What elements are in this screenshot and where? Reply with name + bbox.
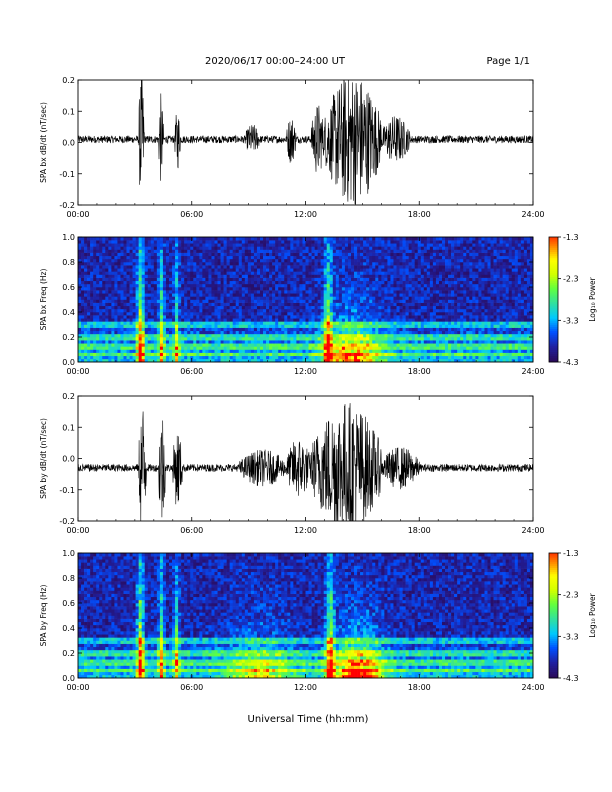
y-tick-label: 0.0 (62, 358, 75, 367)
x-axis-title: Universal Time (hh:mm) (248, 714, 369, 725)
colorbar-tick-label: -1.3 (563, 549, 579, 558)
x-tick-label: 06:00 (180, 526, 203, 535)
y-tick-label: 0.6 (62, 283, 75, 292)
y-axis-label: SPA by dB/dt (nT/sec) (39, 418, 48, 499)
y-tick-label: 0.0 (62, 139, 75, 148)
x-tick-label: 12:00 (294, 367, 317, 376)
y-tick-label: 0.2 (62, 392, 75, 401)
y-tick-label: 0.8 (62, 258, 75, 267)
colorbar: -1.3 -2.3 -3.3 -4.3 Log₁₀ Power (548, 233, 597, 367)
colorbar-label: Log₁₀ Power (588, 276, 597, 321)
x-tick-label: 24:00 (521, 210, 544, 219)
spectrogram-cells (78, 553, 534, 679)
colorbar-tick-label: -4.3 (563, 358, 579, 367)
y-tick-label: -0.2 (59, 201, 75, 210)
dbdt-trace (78, 403, 533, 521)
colorbar-tick-label: -1.3 (563, 233, 579, 242)
colorbar-frame (548, 552, 559, 679)
y-tick-label: 0.0 (62, 455, 75, 464)
colorbar-tick-label: -2.3 (563, 275, 579, 284)
colorbar-tick-label: -4.3 (563, 674, 579, 683)
y-tick-label: 0.2 (62, 333, 75, 342)
panel-4: -1.3 -2.3 -3.3 -4.3 Log₁₀ Power 00:00 06:00 12:… (39, 549, 597, 692)
panels: 00:00 06:00 12:00 18:00 24:00 -0.2 -0.1 0.0 0.1 0… (39, 76, 597, 692)
x-tick-label: 18:00 (408, 210, 431, 219)
panel-2: -1.3 -2.3 -3.3 -4.3 Log₁₀ Power 00:00 06:00 12:… (39, 233, 597, 376)
x-tick-label: 24:00 (521, 683, 544, 692)
x-tick-label: 12:00 (294, 526, 317, 535)
colorbar-label: Log₁₀ Power (588, 592, 597, 637)
y-tick-label: 0.0 (62, 674, 75, 683)
y-tick-label: 0.4 (62, 624, 75, 633)
x-tick-label: 24:00 (521, 367, 544, 376)
page-indicator: Page 1/1 (487, 56, 530, 67)
colorbar-tick-label: -2.3 (563, 591, 579, 600)
dbdt-trace (78, 80, 533, 205)
y-tick-label: 0.2 (62, 76, 75, 85)
y-axis-label: SPA by Freq (Hz) (39, 585, 48, 647)
y-tick-label: 0.2 (62, 649, 75, 658)
panel-1: 00:00 06:00 12:00 18:00 24:00 -0.2 -0.1 0.0 0.1 0… (39, 76, 545, 219)
x-tick-label: 24:00 (521, 526, 544, 535)
y-tick-label: 0.6 (62, 599, 75, 608)
x-tick-label: 18:00 (408, 526, 431, 535)
y-tick-label: 0.1 (62, 107, 75, 116)
y-tick-label: 0.8 (62, 574, 75, 583)
y-axis-label: SPA bx Freq (Hz) (39, 269, 48, 331)
axes-frame (77, 79, 534, 206)
x-tick-label: 18:00 (408, 367, 431, 376)
y-tick-label: -0.2 (59, 517, 75, 526)
x-tick-label: 00:00 (66, 683, 89, 692)
colorbar-tick-label: -3.3 (563, 316, 579, 325)
colorbar-tick-label: -3.3 (563, 632, 579, 641)
y-axis-label: SPA bx dB/dt (nT/sec) (39, 102, 48, 183)
x-tick-label: 18:00 (408, 683, 431, 692)
y-tick-label: -0.1 (59, 486, 75, 495)
x-tick-label: 00:00 (66, 526, 89, 535)
spectrogram-cells (78, 237, 534, 363)
x-tick-label: 12:00 (294, 210, 317, 219)
colorbar-frame (548, 236, 559, 363)
x-tick-label: 00:00 (66, 210, 89, 219)
colorbar: -1.3 -2.3 -3.3 -4.3 Log₁₀ Power (548, 549, 597, 683)
panel-3: 00:00 06:00 12:00 18:00 24:00 -0.2 -0.1 0.0 0.1 0… (39, 392, 545, 535)
x-tick-label: 06:00 (180, 210, 203, 219)
x-tick-label: 12:00 (294, 683, 317, 692)
y-tick-label: 1.0 (62, 233, 75, 242)
x-tick-label: 06:00 (180, 683, 203, 692)
x-tick-label: 06:00 (180, 367, 203, 376)
y-tick-label: 0.4 (62, 308, 75, 317)
date-range-title: 2020/06/17 00:00–24:00 UT (205, 56, 346, 67)
y-tick-label: -0.1 (59, 170, 75, 179)
y-tick-label: 1.0 (62, 549, 75, 558)
x-tick-label: 00:00 (66, 367, 89, 376)
y-tick-label: 0.1 (62, 423, 75, 432)
